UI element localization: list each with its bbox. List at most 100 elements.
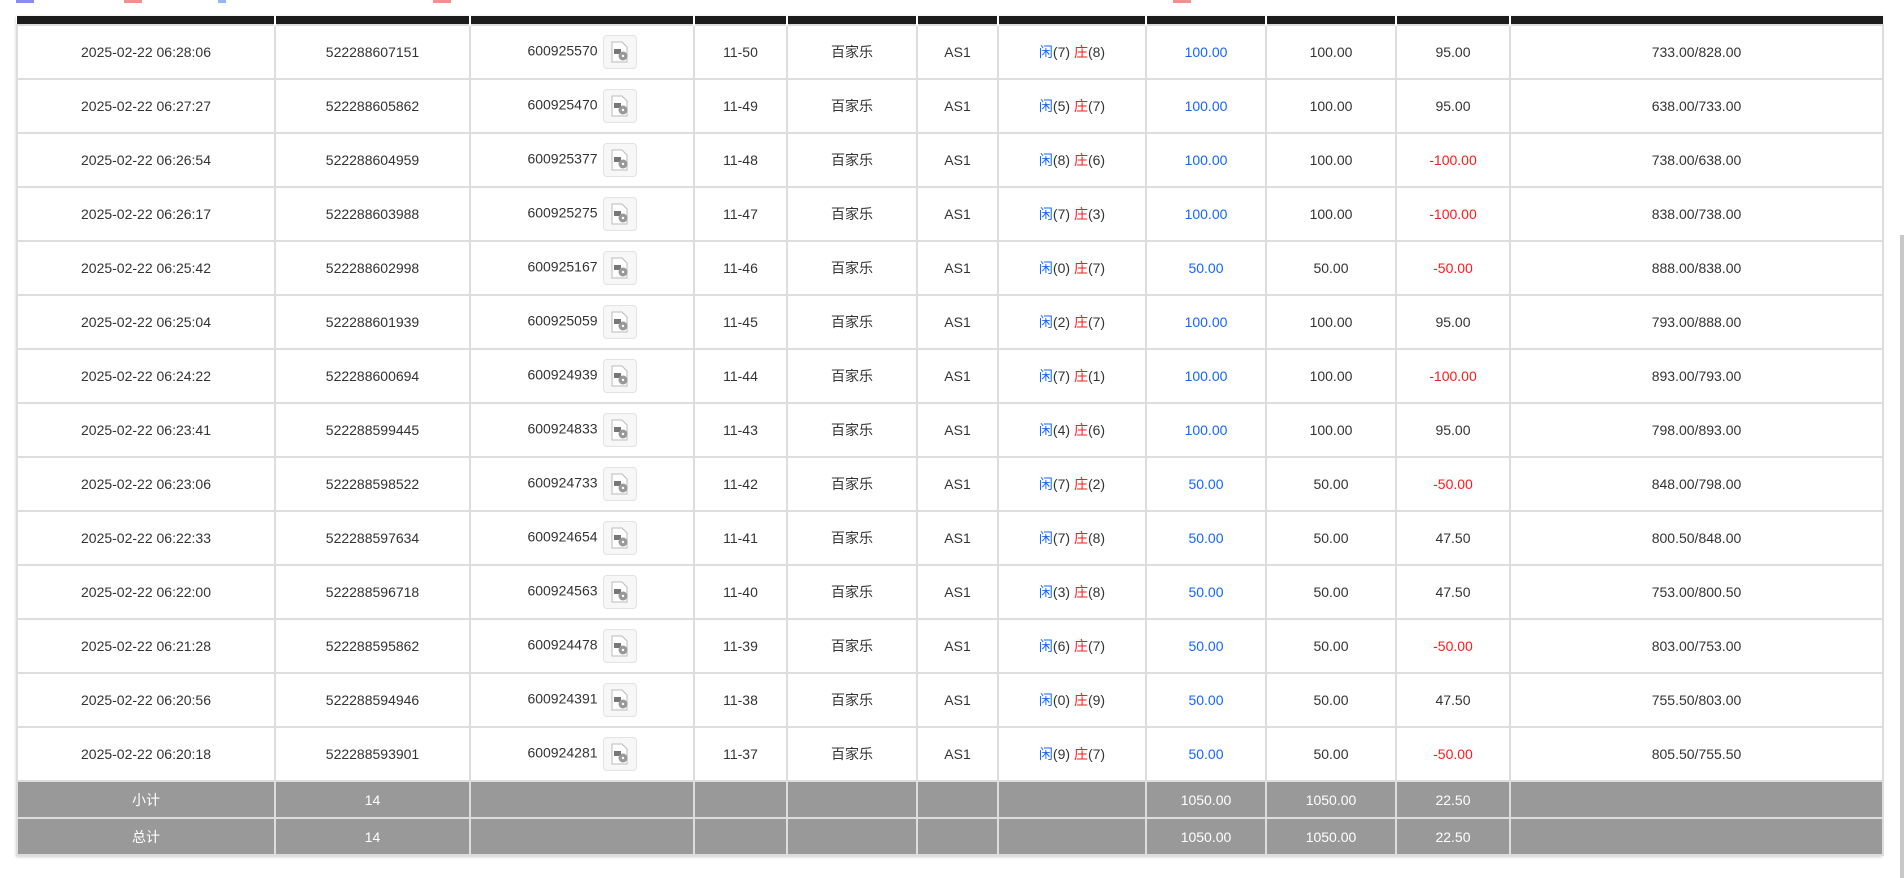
valid-bet: 50.00	[1265, 564, 1397, 620]
game-type: 百家乐	[786, 456, 918, 512]
result: 闲(8) 庄(6)	[997, 132, 1147, 188]
balance-change: 805.50/755.50	[1509, 726, 1884, 782]
table-code: AS1	[916, 564, 999, 620]
table-code: AS1	[916, 132, 999, 188]
round-id: 600925167	[527, 258, 598, 275]
summary-valid: 1050.00	[1265, 781, 1397, 819]
table-row: 2025-02-22 06:26:17 522288603988 600925275…	[16, 186, 1884, 242]
video-replay-icon[interactable]	[602, 89, 637, 123]
win-loss: 95.00	[1395, 402, 1511, 458]
banker-points: (9)	[1087, 692, 1106, 708]
video-replay-icon[interactable]	[602, 35, 637, 69]
table-code: AS1	[916, 510, 999, 566]
banker-points: (6)	[1087, 152, 1106, 168]
player-label: 闲	[1038, 422, 1053, 438]
round-id: 600925059	[527, 312, 598, 329]
table-code: AS1	[916, 78, 999, 134]
bet-id: 522288594946	[274, 672, 471, 728]
video-replay-icon[interactable]	[602, 251, 637, 285]
bet-id: 522288607151	[274, 24, 471, 80]
bet-amount: 100.00	[1145, 78, 1267, 134]
win-loss: 47.50	[1395, 672, 1511, 728]
win-loss: 47.50	[1395, 564, 1511, 620]
video-replay-icon[interactable]	[602, 467, 637, 501]
video-replay-icon[interactable]	[602, 197, 637, 231]
video-replay-icon[interactable]	[602, 143, 637, 177]
player-points: (4)	[1052, 422, 1071, 438]
video-replay-icon[interactable]	[602, 359, 637, 393]
banker-points: (8)	[1087, 584, 1106, 600]
top-partial-icons	[0, 0, 1300, 4]
banker-points: (7)	[1087, 746, 1106, 762]
bet-amount: 50.00	[1145, 726, 1267, 782]
player-points: (6)	[1052, 638, 1071, 654]
video-replay-icon[interactable]	[602, 737, 637, 771]
shoe-number: 11-47	[693, 186, 788, 242]
player-points: (2)	[1052, 314, 1071, 330]
round-id: 600924833	[527, 420, 598, 437]
round-cell: 600925570	[469, 24, 695, 80]
video-replay-icon[interactable]	[602, 683, 637, 717]
round-id: 600925275	[527, 204, 598, 221]
result: 闲(7) 庄(8)	[997, 510, 1147, 566]
valid-bet: 100.00	[1265, 24, 1397, 80]
banker-points: (7)	[1087, 314, 1106, 330]
round-id: 600925570	[527, 42, 598, 59]
table-row: 2025-02-22 06:25:42 522288602998 600925167…	[16, 240, 1884, 296]
bet-amount: 50.00	[1145, 672, 1267, 728]
player-points: (5)	[1052, 98, 1071, 114]
round-cell: 600925167	[469, 240, 695, 296]
game-type: 百家乐	[786, 672, 918, 728]
result: 闲(7) 庄(3)	[997, 186, 1147, 242]
summary-label: 总计	[16, 818, 276, 856]
video-replay-icon[interactable]	[602, 305, 637, 339]
vertical-scrollbar[interactable]	[1900, 235, 1904, 878]
banker-points: (1)	[1087, 368, 1106, 384]
balance-change: 793.00/888.00	[1509, 294, 1884, 350]
result: 闲(7) 庄(1)	[997, 348, 1147, 404]
round-id: 600924939	[527, 366, 598, 383]
bet-amount: 50.00	[1145, 240, 1267, 296]
shoe-number: 11-40	[693, 564, 788, 620]
bet-time: 2025-02-22 06:22:33	[16, 510, 276, 566]
balance-change: 888.00/838.00	[1509, 240, 1884, 296]
round-cell: 600925275	[469, 186, 695, 242]
banker-points: (8)	[1087, 530, 1106, 546]
shoe-number: 11-50	[693, 24, 788, 80]
table-row: 2025-02-22 06:23:41 522288599445 600924833…	[16, 402, 1884, 458]
video-replay-icon[interactable]	[602, 575, 637, 609]
shoe-number: 11-38	[693, 672, 788, 728]
shoe-number: 11-43	[693, 402, 788, 458]
bet-time: 2025-02-22 06:25:42	[16, 240, 276, 296]
round-cell: 600925059	[469, 294, 695, 350]
video-replay-icon[interactable]	[602, 629, 637, 663]
player-label: 闲	[1038, 530, 1053, 546]
round-cell: 600925377	[469, 132, 695, 188]
video-replay-icon[interactable]	[602, 521, 637, 555]
bet-id: 522288597634	[274, 510, 471, 566]
player-label: 闲	[1038, 152, 1053, 168]
round-cell: 600924563	[469, 564, 695, 620]
round-cell: 600925470	[469, 78, 695, 134]
banker-label: 庄	[1073, 152, 1088, 168]
balance-change: 638.00/733.00	[1509, 78, 1884, 134]
video-replay-icon[interactable]	[602, 413, 637, 447]
bet-time: 2025-02-22 06:20:56	[16, 672, 276, 728]
player-points: (0)	[1052, 260, 1071, 276]
player-label: 闲	[1038, 584, 1053, 600]
player-label: 闲	[1038, 638, 1053, 654]
shoe-number: 11-49	[693, 78, 788, 134]
player-points: (9)	[1052, 746, 1071, 762]
round-cell: 600924478	[469, 618, 695, 674]
result: 闲(3) 庄(8)	[997, 564, 1147, 620]
round-id: 600924733	[527, 474, 598, 491]
shoe-number: 11-39	[693, 618, 788, 674]
bet-id: 522288605862	[274, 78, 471, 134]
valid-bet: 100.00	[1265, 294, 1397, 350]
bet-id: 522288600694	[274, 348, 471, 404]
valid-bet: 50.00	[1265, 240, 1397, 296]
shoe-number: 11-48	[693, 132, 788, 188]
player-points: (7)	[1052, 530, 1071, 546]
summary-count: 14	[274, 818, 471, 856]
round-id: 600924281	[527, 744, 598, 761]
